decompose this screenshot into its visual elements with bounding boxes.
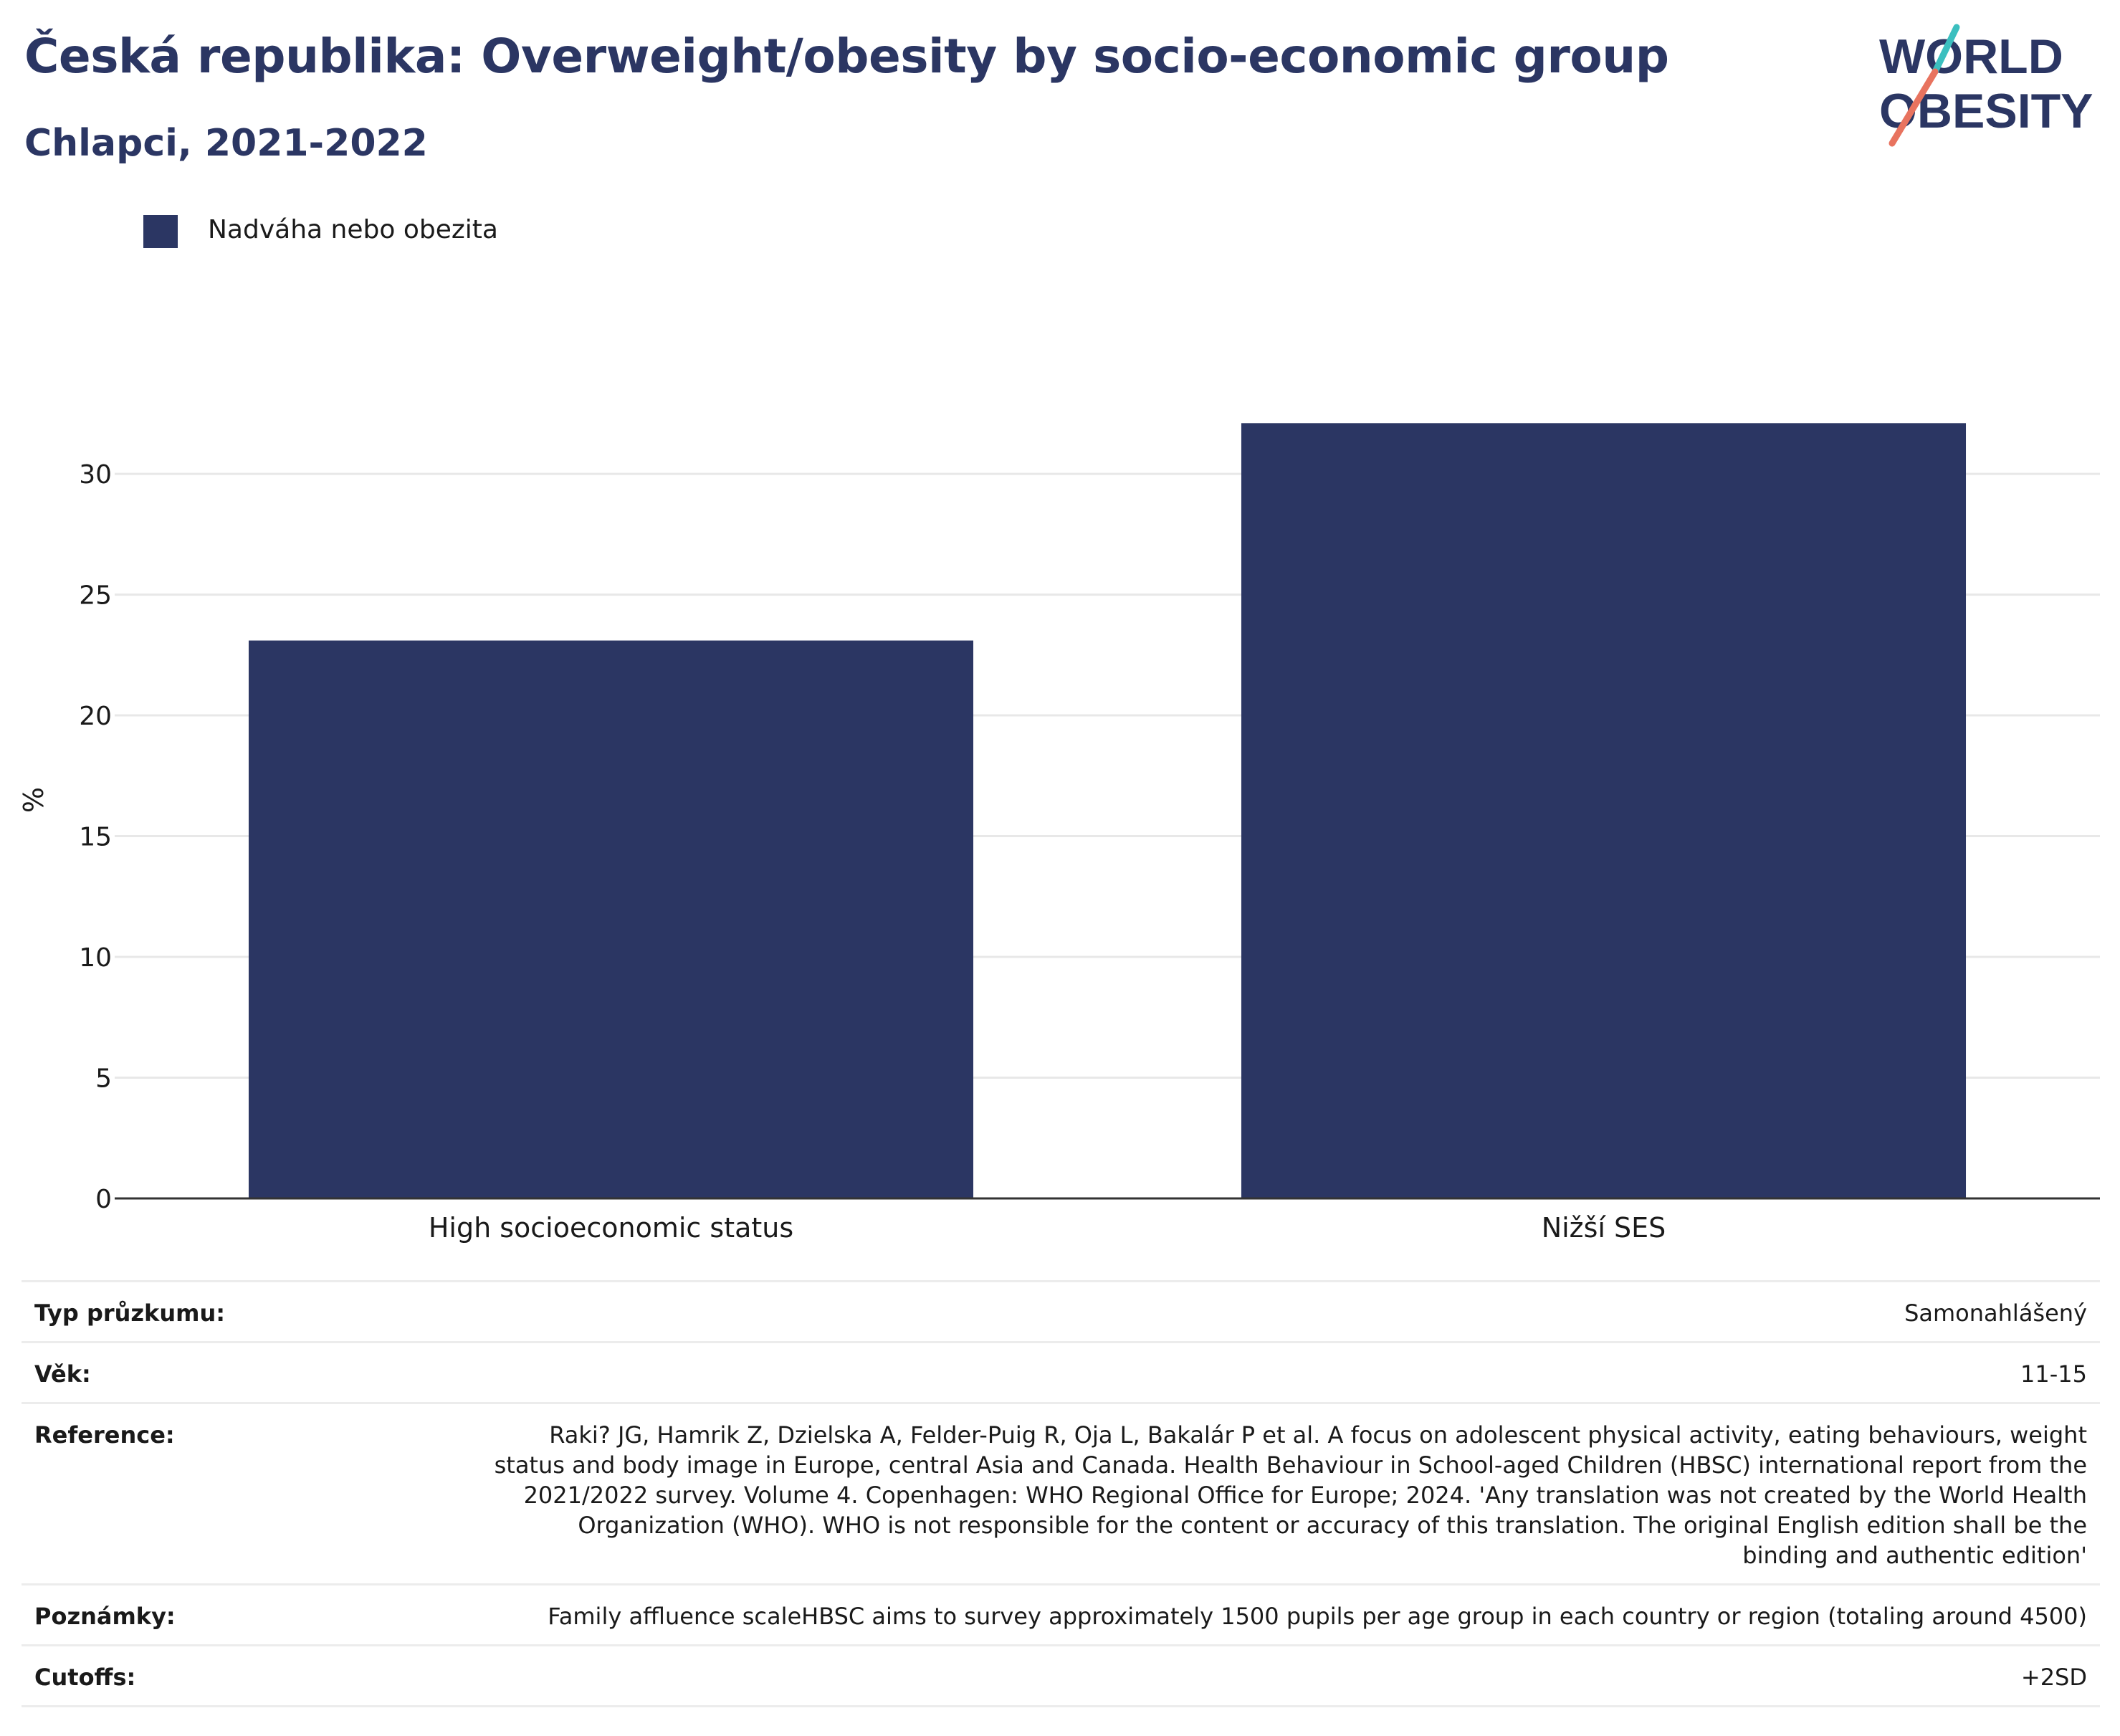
y-axis-label: % — [18, 787, 49, 813]
y-tick-label: 30 — [79, 460, 112, 490]
logo-line1: WORLD — [1879, 29, 2063, 84]
y-tick-label: 10 — [79, 943, 112, 973]
info-row: Cutoffs: +2SD — [22, 1645, 2100, 1707]
info-value: 11-15 — [2020, 1360, 2087, 1388]
info-value: Raki? JG, Hamrik Z, Dzielska A, Felder-P… — [494, 1421, 2087, 1569]
info-value: Family affluence scaleHBSC aims to surve… — [548, 1603, 2087, 1630]
info-key: Poznámky: — [34, 1603, 176, 1630]
chart-title: Česká republika: Overweight/obesity by s… — [24, 29, 1669, 84]
info-row: Typ průzkumu: Samonahlášený — [22, 1281, 2100, 1342]
legend-swatch — [143, 215, 178, 248]
chart-subtitle: Chlapci, 2021-2022 — [24, 122, 428, 165]
info-key: Věk: — [34, 1360, 91, 1388]
info-row: Reference: Raki? JG, Hamrik Z, Dzielska A… — [22, 1403, 2100, 1585]
info-table: Typ průzkumu: Samonahlášený Věk: 11-15 Refer… — [22, 1280, 2100, 1707]
bar-chart: 0 5 10 15 20 25 30 High socioeconomic status Ni… — [18, 423, 2100, 1244]
y-tick-label: 15 — [79, 823, 112, 852]
info-value: Samonahlášený — [1904, 1299, 2087, 1327]
y-tick-label: 20 — [79, 702, 112, 731]
y-tick-label: 5 — [95, 1064, 112, 1094]
logo-accent-coral — [1889, 68, 1939, 147]
world-obesity-logo: WORLD OBESITY — [1879, 24, 2093, 147]
info-key: Reference: — [34, 1421, 175, 1449]
legend-label: Nadváha nebo obezita — [208, 215, 498, 244]
info-row: Poznámky: Family affluence scaleHBSC aims… — [22, 1584, 2100, 1646]
x-tick-label: Nižší SES — [1542, 1212, 1666, 1244]
logo-accent-teal — [1932, 24, 1960, 75]
x-tick-label: High socioeconomic status — [429, 1212, 793, 1244]
bar-1[interactable] — [1241, 423, 1967, 1198]
x-tick-labels: High socioeconomic status Nižší SES — [429, 1212, 1666, 1244]
info-value: +2SD — [2020, 1664, 2087, 1691]
info-row: Věk: 11-15 — [22, 1342, 2100, 1403]
info-key: Cutoffs: — [34, 1664, 136, 1691]
bars — [248, 423, 1967, 1198]
info-key: Typ průzkumu: — [34, 1299, 226, 1327]
bar-0[interactable] — [248, 640, 974, 1198]
y-tick-labels: 0 5 10 15 20 25 30 — [79, 460, 112, 1214]
y-tick-label: 25 — [79, 581, 112, 611]
y-tick-label: 0 — [95, 1185, 112, 1214]
